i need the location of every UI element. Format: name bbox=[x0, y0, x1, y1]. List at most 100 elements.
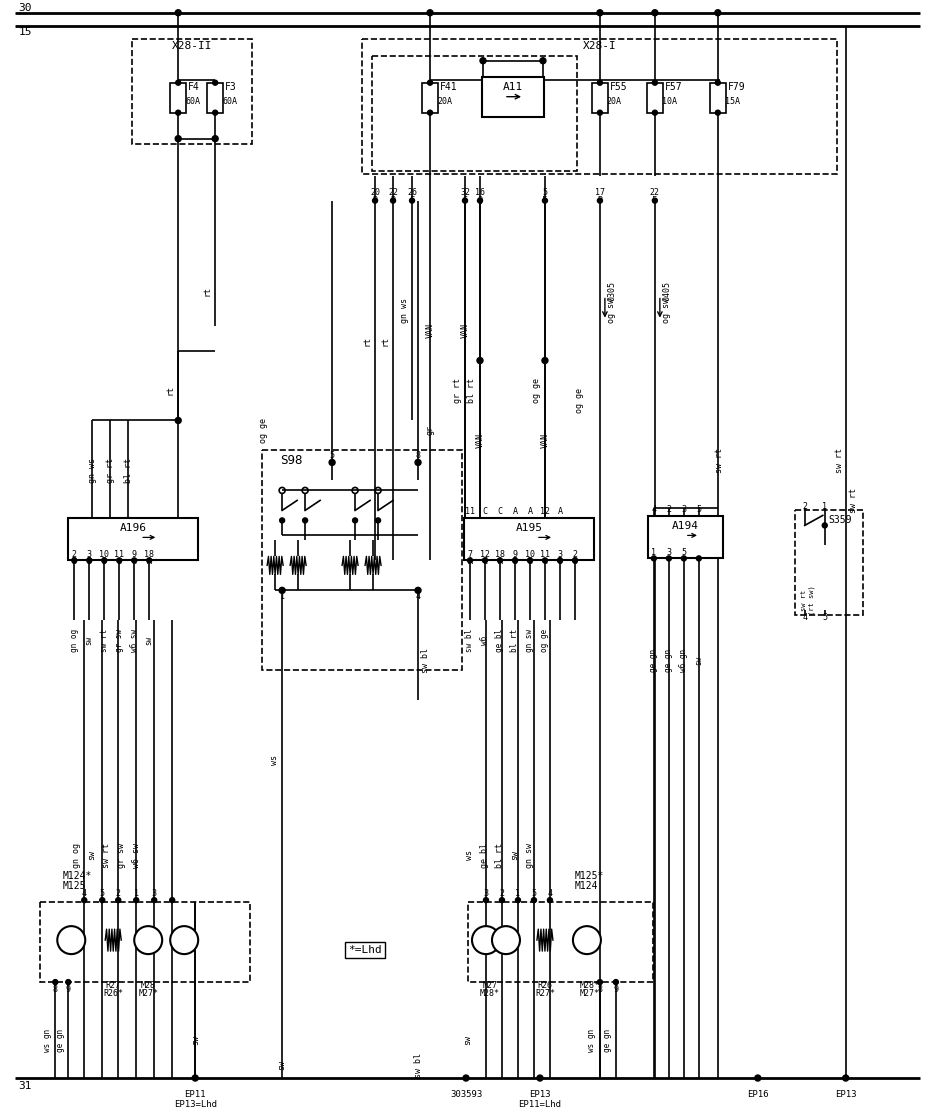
Text: rt: rt bbox=[166, 386, 175, 396]
Text: 5: 5 bbox=[681, 548, 686, 557]
Text: gr rt: gr rt bbox=[452, 378, 461, 402]
Text: 31: 31 bbox=[19, 1081, 32, 1091]
Text: M124*: M124* bbox=[63, 871, 92, 881]
Circle shape bbox=[415, 587, 421, 594]
Circle shape bbox=[472, 926, 500, 954]
Text: bl rt: bl rt bbox=[467, 378, 476, 402]
Circle shape bbox=[543, 198, 548, 203]
Circle shape bbox=[597, 10, 603, 16]
Circle shape bbox=[57, 926, 85, 954]
Text: 5: 5 bbox=[329, 451, 334, 459]
Text: R27: R27 bbox=[106, 980, 121, 989]
Circle shape bbox=[102, 558, 107, 562]
Text: 1: 1 bbox=[516, 889, 520, 898]
Text: VAN: VAN bbox=[475, 433, 485, 448]
Circle shape bbox=[477, 358, 483, 363]
Text: 22: 22 bbox=[388, 188, 398, 197]
Circle shape bbox=[427, 10, 433, 16]
Circle shape bbox=[597, 80, 603, 85]
Circle shape bbox=[428, 111, 432, 115]
Circle shape bbox=[467, 558, 473, 562]
Text: F3: F3 bbox=[226, 82, 237, 92]
Text: sw: sw bbox=[695, 655, 703, 665]
Text: 10A: 10A bbox=[662, 97, 677, 106]
Text: sw: sw bbox=[85, 636, 94, 645]
Circle shape bbox=[175, 10, 182, 16]
Text: 10: 10 bbox=[99, 550, 110, 559]
Text: A: A bbox=[467, 557, 473, 566]
Text: a: a bbox=[117, 557, 122, 566]
Circle shape bbox=[516, 898, 520, 902]
Text: B: B bbox=[573, 557, 578, 566]
Text: 60A: 60A bbox=[222, 97, 237, 106]
Circle shape bbox=[715, 111, 721, 115]
Text: 9: 9 bbox=[132, 550, 137, 559]
Text: 4: 4 bbox=[548, 889, 552, 898]
Text: a: a bbox=[543, 557, 548, 566]
Text: ge gn: ge gn bbox=[604, 1029, 612, 1052]
Text: M: M bbox=[68, 935, 75, 945]
Text: 3: 3 bbox=[558, 550, 563, 559]
Text: X28-II: X28-II bbox=[172, 40, 212, 50]
Text: M125*: M125* bbox=[575, 871, 605, 881]
Circle shape bbox=[280, 518, 285, 523]
Circle shape bbox=[302, 518, 308, 523]
Text: sw rt
(rt sw): sw rt (rt sw) bbox=[801, 586, 814, 615]
Text: 20A: 20A bbox=[437, 97, 452, 106]
Circle shape bbox=[651, 556, 656, 561]
Bar bbox=[464, 519, 594, 560]
Text: 15: 15 bbox=[19, 27, 32, 37]
Circle shape bbox=[513, 558, 518, 562]
Text: gr sw: gr sw bbox=[115, 628, 124, 652]
Circle shape bbox=[410, 198, 415, 203]
Circle shape bbox=[754, 1076, 761, 1081]
Text: B: B bbox=[528, 557, 533, 566]
Text: a: a bbox=[132, 557, 137, 566]
Text: M: M bbox=[503, 935, 509, 945]
Text: X28-I: X28-I bbox=[583, 40, 617, 50]
Circle shape bbox=[500, 898, 505, 902]
Text: sw bl: sw bl bbox=[465, 628, 475, 652]
Text: Q: Q bbox=[477, 196, 482, 205]
Text: ge bl: ge bl bbox=[495, 628, 505, 652]
Text: A194: A194 bbox=[672, 521, 699, 531]
Text: M28*: M28* bbox=[580, 980, 600, 989]
Text: 1: 1 bbox=[280, 591, 285, 600]
Circle shape bbox=[484, 898, 489, 902]
Circle shape bbox=[715, 80, 721, 85]
Text: M27: M27 bbox=[482, 980, 498, 989]
Text: sw bl: sw bl bbox=[420, 647, 430, 673]
Circle shape bbox=[390, 198, 396, 203]
Text: R26: R26 bbox=[537, 980, 552, 989]
Circle shape bbox=[482, 558, 488, 562]
Text: 11: 11 bbox=[114, 550, 124, 559]
Circle shape bbox=[81, 898, 87, 902]
Bar bbox=[132, 39, 252, 143]
Text: 2: 2 bbox=[573, 550, 578, 559]
Circle shape bbox=[597, 198, 603, 203]
Text: A: A bbox=[513, 506, 518, 515]
Text: sw: sw bbox=[278, 1060, 286, 1070]
Circle shape bbox=[175, 417, 182, 424]
Text: sw rt: sw rt bbox=[835, 448, 844, 473]
Text: B: B bbox=[102, 557, 107, 566]
Text: C: C bbox=[482, 506, 488, 515]
Text: M: M bbox=[483, 935, 490, 945]
Text: sw: sw bbox=[87, 850, 95, 860]
Text: 12: 12 bbox=[480, 550, 490, 559]
Circle shape bbox=[532, 898, 536, 902]
Text: gr sw: gr sw bbox=[117, 843, 125, 868]
Text: G: G bbox=[462, 196, 467, 205]
Text: og ge: og ge bbox=[540, 628, 549, 652]
Text: VAN: VAN bbox=[461, 323, 470, 338]
Text: 4: 4 bbox=[81, 889, 87, 898]
Text: 7: 7 bbox=[467, 550, 473, 559]
Text: F79: F79 bbox=[728, 82, 745, 92]
Circle shape bbox=[353, 518, 358, 523]
Text: w6: w6 bbox=[480, 636, 490, 645]
Circle shape bbox=[652, 198, 657, 203]
Circle shape bbox=[715, 10, 721, 16]
Text: 9: 9 bbox=[613, 985, 619, 994]
Bar bbox=[207, 83, 223, 113]
Circle shape bbox=[87, 558, 92, 562]
